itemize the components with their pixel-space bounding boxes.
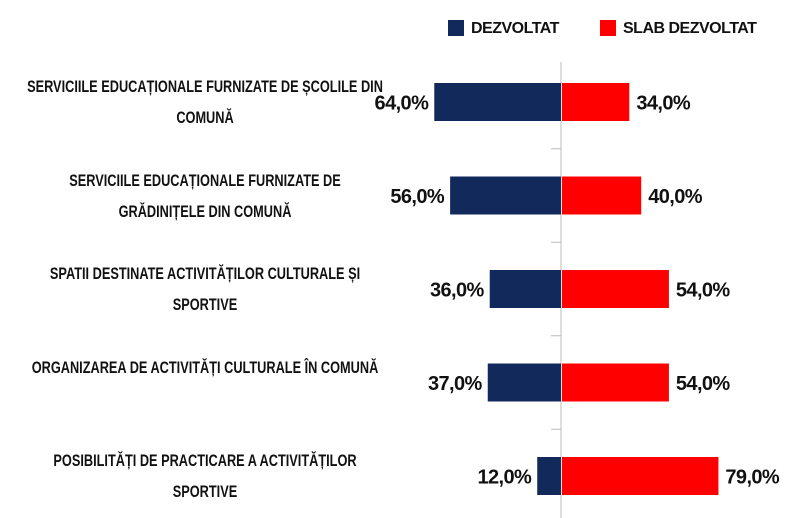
data-label: 12,0%: [478, 466, 533, 488]
category-label: POSIBILITĂȚI DE PRACTICARE A ACTIVITĂȚIL…: [53, 451, 357, 501]
category-label: ORGANIZAREA DE ACTIVITĂȚI CULTURALE ÎN C…: [31, 357, 379, 377]
legend-label: SLAB DEZVOLTAT: [623, 20, 757, 37]
data-label: 37,0%: [428, 373, 483, 395]
bar: [434, 83, 561, 121]
bar: [487, 363, 561, 402]
legend-label: DEZVOLTAT: [471, 20, 560, 37]
data-label: 34,0%: [636, 92, 691, 114]
bar: [562, 363, 669, 402]
category-label: SERVICIILE EDUCAȚIONALE FURNIZATE DE GRĂ…: [69, 170, 341, 221]
data-label: 36,0%: [430, 279, 485, 301]
data-label: 79,0%: [725, 466, 780, 488]
bar: [450, 176, 561, 215]
category-label: SPATII DESTINATE ACTIVITĂȚILOR CULTURALE…: [49, 264, 361, 314]
data-label: 64,0%: [375, 92, 430, 114]
bar: [489, 270, 561, 308]
data-label: 56,0%: [390, 186, 445, 208]
data-label: 54,0%: [676, 279, 731, 301]
bar: [562, 176, 642, 215]
legend-swatch: [448, 20, 464, 36]
bar: [562, 83, 630, 121]
bar: [562, 457, 719, 495]
bar: [537, 457, 561, 495]
category-label: SERVICIILE EDUCAȚIONALE FURNIZATE DE ȘCO…: [27, 77, 383, 127]
legend-swatch: [600, 20, 616, 36]
bar: [562, 270, 669, 308]
data-label: 54,0%: [676, 373, 731, 395]
data-label: 40,0%: [648, 186, 703, 208]
